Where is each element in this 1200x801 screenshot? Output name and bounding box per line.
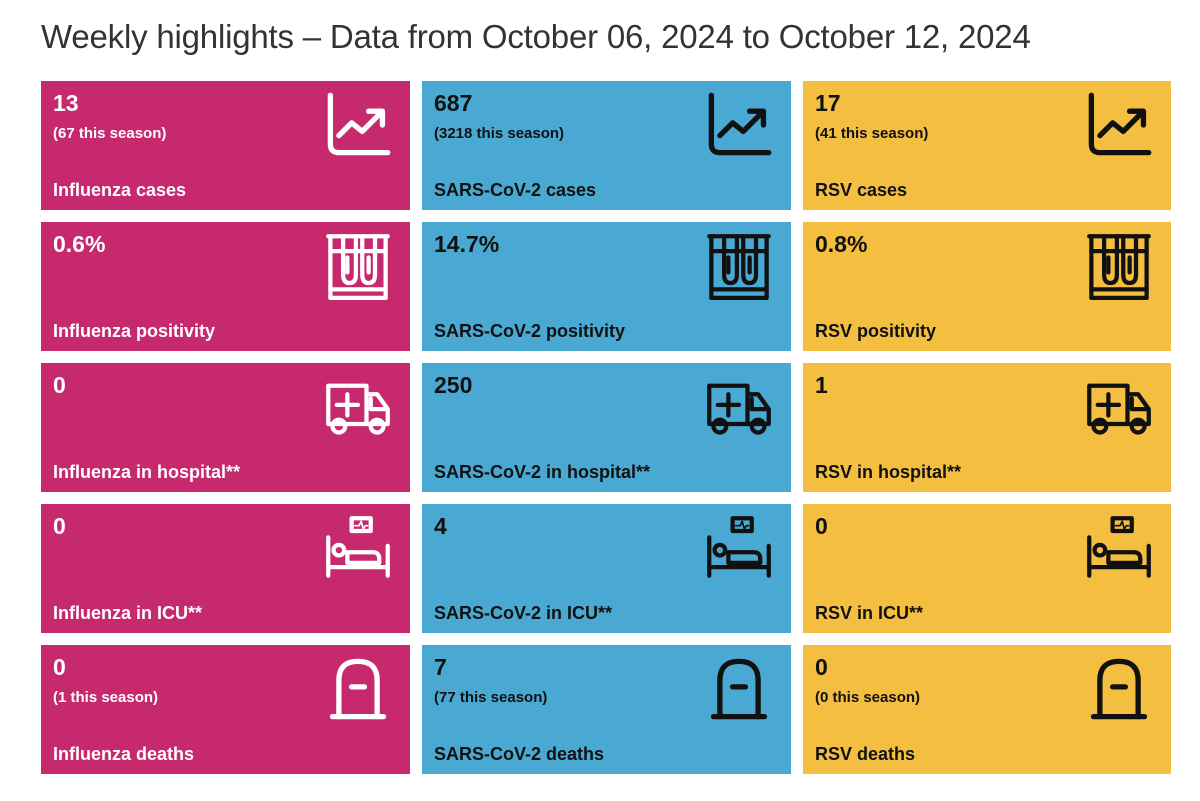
rsv-deaths-tile: 0 (0 this season) RSV deaths <box>803 645 1171 774</box>
tile-label: SARS-CoV-2 deaths <box>434 744 605 764</box>
tile-value: 0 <box>53 654 66 680</box>
tile-label: Influenza positivity <box>53 321 216 341</box>
tile-label: RSV cases <box>815 180 908 200</box>
influenza-cases-tile: 13 (67 this season) Influenza cases <box>41 81 410 210</box>
tile-label: Influenza cases <box>53 180 187 200</box>
tile-season-count: (3218 this season) <box>434 125 565 142</box>
influenza-icu-tile: 0 Influenza in ICU** <box>41 504 410 633</box>
influenza-positivity-tile: 0.6% Influenza positivity <box>41 222 410 351</box>
tile-value: 14.7% <box>434 231 500 257</box>
trend-chart-icon <box>324 91 392 159</box>
tile-value: 0 <box>53 513 66 539</box>
tile-label: Influenza in ICU** <box>53 603 203 623</box>
tile-value: 7 <box>434 654 447 680</box>
tile-value: 0 <box>815 654 828 680</box>
tombstone-icon <box>705 655 773 723</box>
rsv-cases-tile: 17 (41 this season) RSV cases <box>803 81 1171 210</box>
tile-value: 17 <box>815 90 841 116</box>
highlights-grid: 13 (67 this season) Influenza cases 687 … <box>41 81 1171 774</box>
trend-chart-icon <box>1085 91 1153 159</box>
sars-cov-2-icu-tile: 4 SARS-CoV-2 in ICU** <box>422 504 791 633</box>
test-tubes-icon <box>324 232 392 300</box>
tile-value: 0.6% <box>53 231 106 257</box>
sars-cov-2-deaths-tile: 7 (77 this season) SARS-CoV-2 deaths <box>422 645 791 774</box>
influenza-deaths-tile: 0 (1 this season) Influenza deaths <box>41 645 410 774</box>
page-title: Weekly highlights – Data from October 06… <box>41 18 1031 55</box>
tile-value: 687 <box>434 90 473 116</box>
tile-label: SARS-CoV-2 in hospital** <box>434 462 651 482</box>
tile-label: RSV in ICU** <box>815 603 924 623</box>
tile-label: SARS-CoV-2 positivity <box>434 321 626 341</box>
tombstone-icon <box>324 655 392 723</box>
tile-label: RSV positivity <box>815 321 937 341</box>
tile-label: SARS-CoV-2 in ICU** <box>434 603 613 623</box>
hospital-bed-icon <box>324 514 392 582</box>
hospital-bed-icon <box>705 514 773 582</box>
tile-season-count: (41 this season) <box>815 125 929 142</box>
tile-label: RSV in hospital** <box>815 462 962 482</box>
tile-label: Influenza in hospital** <box>53 462 241 482</box>
ambulance-icon <box>705 373 773 441</box>
trend-chart-icon <box>705 91 773 159</box>
tile-value: 0 <box>53 372 66 398</box>
tile-label: Influenza deaths <box>53 744 195 764</box>
tile-season-count: (77 this season) <box>434 689 548 706</box>
sars-cov-2-cases-tile: 687 (3218 this season) SARS-CoV-2 cases <box>422 81 791 210</box>
tile-season-count: (0 this season) <box>815 689 921 706</box>
tombstone-icon <box>1085 655 1153 723</box>
ambulance-icon <box>324 373 392 441</box>
tile-season-count: (67 this season) <box>53 125 167 142</box>
tile-value: 0 <box>815 513 828 539</box>
sars-cov-2-positivity-tile: 14.7% SARS-CoV-2 positivity <box>422 222 791 351</box>
rsv-icu-tile: 0 RSV in ICU** <box>803 504 1171 633</box>
influenza-hospital-tile: 0 Influenza in hospital** <box>41 363 410 492</box>
tile-value: 250 <box>434 372 473 398</box>
test-tubes-icon <box>705 232 773 300</box>
tile-value: 13 <box>53 90 79 116</box>
ambulance-icon <box>1085 373 1153 441</box>
sars-cov-2-hospital-tile: 250 SARS-CoV-2 in hospital** <box>422 363 791 492</box>
tile-value: 4 <box>434 513 447 539</box>
tile-value: 0.8% <box>815 231 868 257</box>
tile-label: RSV deaths <box>815 744 916 764</box>
rsv-hospital-tile: 1 RSV in hospital** <box>803 363 1171 492</box>
test-tubes-icon <box>1085 232 1153 300</box>
tile-label: SARS-CoV-2 cases <box>434 180 597 200</box>
rsv-positivity-tile: 0.8% RSV positivity <box>803 222 1171 351</box>
tile-season-count: (1 this season) <box>53 689 159 706</box>
hospital-bed-icon <box>1085 514 1153 582</box>
tile-value: 1 <box>815 372 828 398</box>
